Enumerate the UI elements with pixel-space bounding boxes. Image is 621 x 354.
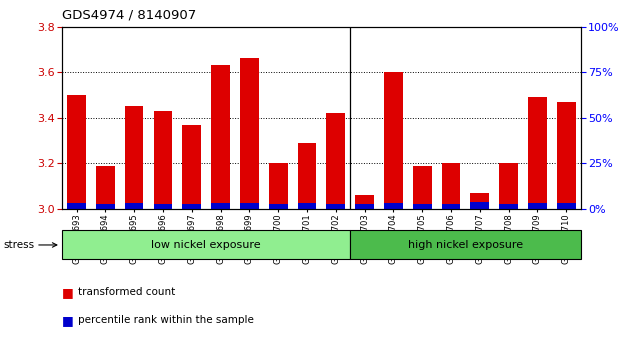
- Bar: [153, 204, 172, 209]
- Bar: [297, 143, 316, 209]
- Bar: [528, 203, 546, 209]
- Bar: [413, 204, 432, 209]
- Text: stress: stress: [3, 240, 34, 250]
- Bar: [240, 203, 259, 209]
- Bar: [355, 195, 374, 209]
- Bar: [125, 106, 143, 209]
- Text: ■: ■: [62, 314, 74, 327]
- Bar: [67, 203, 86, 209]
- Bar: [413, 166, 432, 209]
- Bar: [125, 203, 143, 209]
- Bar: [96, 204, 115, 209]
- Bar: [211, 203, 230, 209]
- Bar: [499, 163, 518, 209]
- Bar: [384, 72, 403, 209]
- Bar: [471, 202, 489, 209]
- Bar: [557, 203, 576, 209]
- Bar: [442, 204, 460, 209]
- Bar: [183, 125, 201, 209]
- Bar: [327, 204, 345, 209]
- Bar: [297, 203, 316, 209]
- Bar: [211, 65, 230, 209]
- Bar: [96, 166, 115, 209]
- Text: ■: ■: [62, 286, 74, 298]
- Bar: [384, 203, 403, 209]
- Bar: [269, 204, 288, 209]
- Bar: [269, 163, 288, 209]
- Bar: [183, 204, 201, 209]
- Bar: [528, 97, 546, 209]
- Text: low nickel exposure: low nickel exposure: [152, 240, 261, 250]
- Bar: [499, 204, 518, 209]
- Bar: [355, 204, 374, 209]
- Text: percentile rank within the sample: percentile rank within the sample: [78, 315, 253, 325]
- Bar: [153, 111, 172, 209]
- Bar: [471, 193, 489, 209]
- Bar: [67, 95, 86, 209]
- Text: transformed count: transformed count: [78, 287, 175, 297]
- Bar: [240, 58, 259, 209]
- Text: high nickel exposure: high nickel exposure: [408, 240, 523, 250]
- Text: GDS4974 / 8140907: GDS4974 / 8140907: [62, 9, 196, 22]
- Bar: [442, 163, 460, 209]
- Bar: [557, 102, 576, 209]
- Bar: [327, 113, 345, 209]
